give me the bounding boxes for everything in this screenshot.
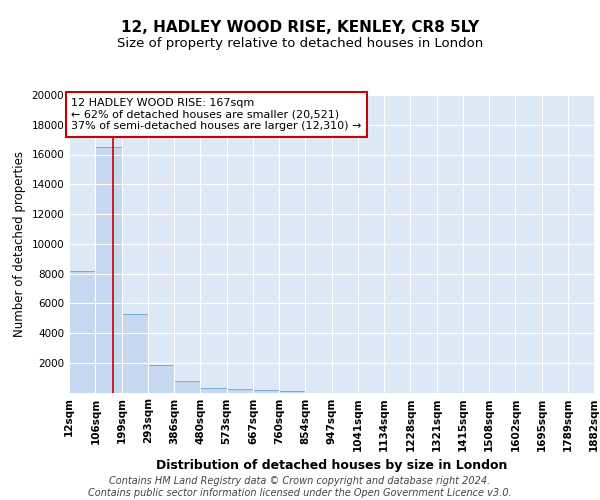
Bar <box>95 147 121 392</box>
Bar <box>174 382 200 392</box>
Text: Contains HM Land Registry data © Crown copyright and database right 2024.
Contai: Contains HM Land Registry data © Crown c… <box>88 476 512 498</box>
Bar <box>69 270 95 392</box>
Bar <box>279 390 305 392</box>
Text: 12 HADLEY WOOD RISE: 167sqm
← 62% of detached houses are smaller (20,521)
37% of: 12 HADLEY WOOD RISE: 167sqm ← 62% of det… <box>71 98 362 131</box>
X-axis label: Distribution of detached houses by size in London: Distribution of detached houses by size … <box>156 460 507 472</box>
Text: Size of property relative to detached houses in London: Size of property relative to detached ho… <box>117 38 483 51</box>
Bar <box>121 314 148 392</box>
Bar <box>200 388 227 392</box>
Text: 12, HADLEY WOOD RISE, KENLEY, CR8 5LY: 12, HADLEY WOOD RISE, KENLEY, CR8 5LY <box>121 20 479 35</box>
Y-axis label: Number of detached properties: Number of detached properties <box>13 151 26 337</box>
Bar <box>227 389 253 392</box>
Bar <box>148 365 174 392</box>
Bar <box>253 390 279 392</box>
